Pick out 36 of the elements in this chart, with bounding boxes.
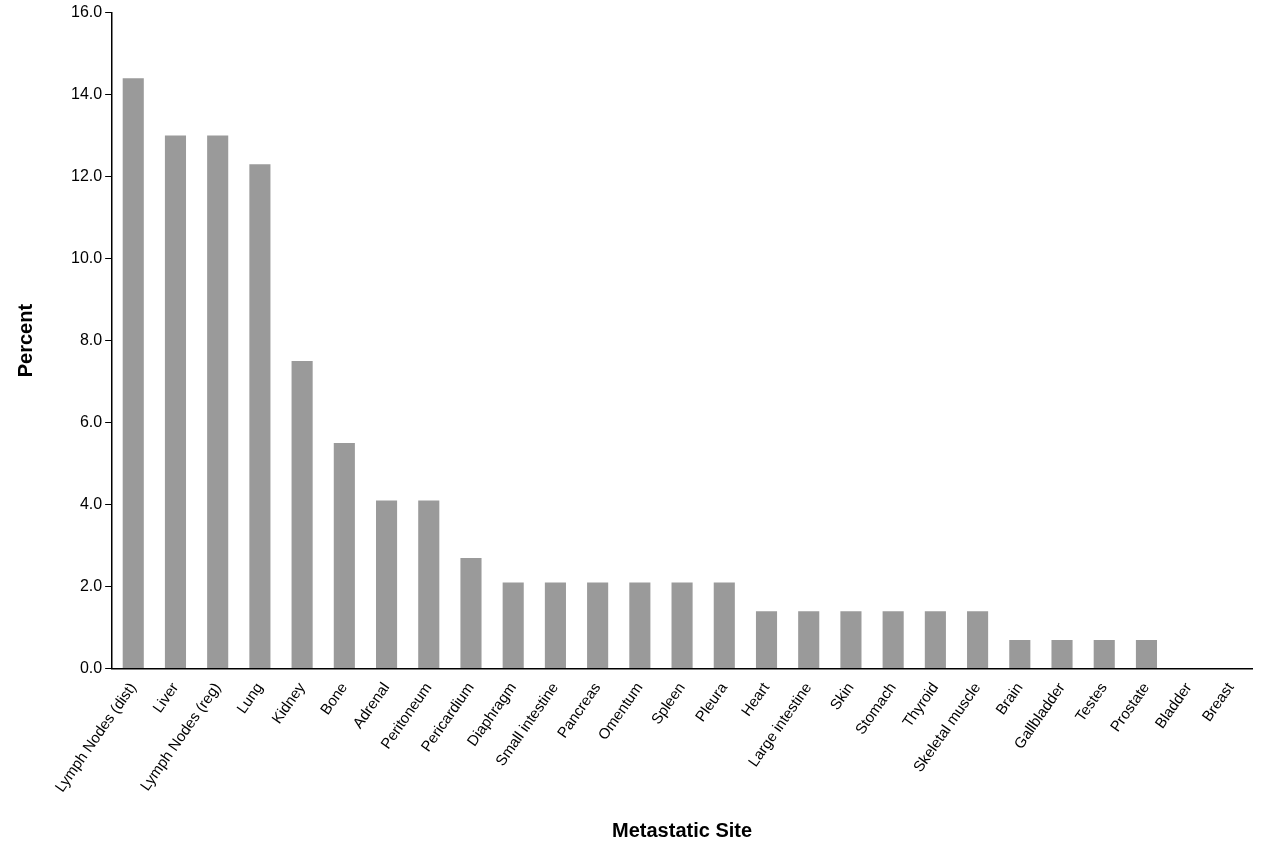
bar (1135, 639, 1158, 669)
x-axis-title: Metastatic Site (612, 818, 753, 841)
bar (544, 582, 566, 669)
bar (882, 611, 904, 669)
bar (376, 500, 398, 669)
bar (924, 611, 946, 669)
bar (291, 361, 313, 669)
bar (207, 135, 229, 669)
bar (967, 611, 989, 669)
y-tick-label: 16.0 (71, 3, 103, 21)
bar (460, 557, 482, 669)
bar (587, 582, 609, 669)
bar (798, 611, 820, 669)
y-tick-label: 14.0 (71, 85, 103, 103)
y-tick-label: 12.0 (71, 167, 103, 185)
bar (1093, 639, 1115, 669)
y-axis-title: Percent (13, 303, 36, 378)
bar (1051, 639, 1073, 669)
bar (840, 611, 862, 669)
y-tick-label: 10.0 (71, 249, 103, 267)
bar (122, 78, 144, 669)
y-tick-label: 8.0 (79, 331, 103, 349)
bar (755, 611, 778, 669)
bar (502, 582, 524, 669)
bar (333, 443, 355, 669)
bar (164, 135, 187, 669)
y-tick-label: 4.0 (79, 495, 103, 513)
bar (418, 500, 440, 669)
y-tick-label: 2.0 (79, 577, 103, 595)
bar (1009, 639, 1031, 669)
bar (713, 582, 735, 669)
y-tick-label: 0.0 (79, 659, 103, 677)
bar (249, 164, 271, 669)
bar (629, 582, 651, 669)
y-tick-label: 6.0 (79, 413, 103, 431)
bar (671, 582, 693, 669)
